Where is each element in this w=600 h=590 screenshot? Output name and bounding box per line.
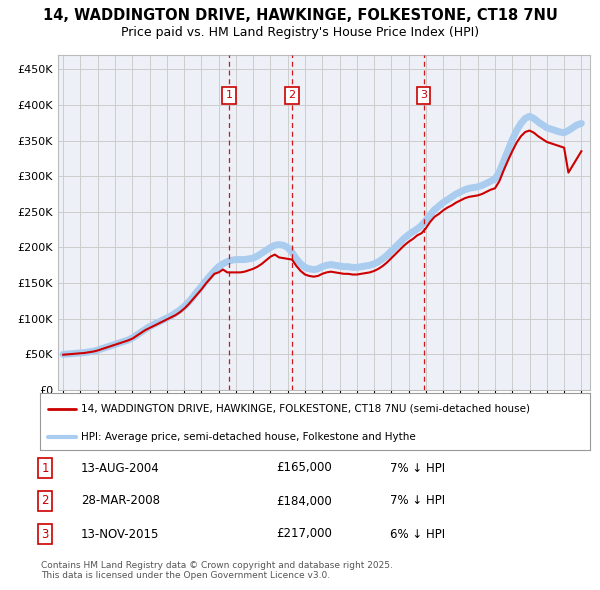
- Text: 28-MAR-2008: 28-MAR-2008: [81, 494, 160, 507]
- Text: HPI: Average price, semi-detached house, Folkestone and Hythe: HPI: Average price, semi-detached house,…: [81, 432, 416, 442]
- Text: 2: 2: [41, 494, 49, 507]
- Text: 1: 1: [226, 90, 233, 100]
- Text: £184,000: £184,000: [276, 494, 332, 507]
- Text: 6% ↓ HPI: 6% ↓ HPI: [390, 527, 445, 540]
- Text: £217,000: £217,000: [276, 527, 332, 540]
- Text: 1: 1: [41, 461, 49, 474]
- Text: 3: 3: [41, 527, 49, 540]
- Text: 14, WADDINGTON DRIVE, HAWKINGE, FOLKESTONE, CT18 7NU (semi-detached house): 14, WADDINGTON DRIVE, HAWKINGE, FOLKESTO…: [81, 404, 530, 414]
- Text: 2: 2: [288, 90, 295, 100]
- Text: 13-NOV-2015: 13-NOV-2015: [81, 527, 160, 540]
- Text: 7% ↓ HPI: 7% ↓ HPI: [390, 494, 445, 507]
- Text: 14, WADDINGTON DRIVE, HAWKINGE, FOLKESTONE, CT18 7NU: 14, WADDINGTON DRIVE, HAWKINGE, FOLKESTO…: [43, 8, 557, 23]
- Text: 3: 3: [420, 90, 427, 100]
- Text: 13-AUG-2004: 13-AUG-2004: [81, 461, 160, 474]
- Text: Contains HM Land Registry data © Crown copyright and database right 2025.
This d: Contains HM Land Registry data © Crown c…: [41, 560, 392, 580]
- Text: £165,000: £165,000: [276, 461, 332, 474]
- Text: 7% ↓ HPI: 7% ↓ HPI: [390, 461, 445, 474]
- Text: Price paid vs. HM Land Registry's House Price Index (HPI): Price paid vs. HM Land Registry's House …: [121, 26, 479, 39]
